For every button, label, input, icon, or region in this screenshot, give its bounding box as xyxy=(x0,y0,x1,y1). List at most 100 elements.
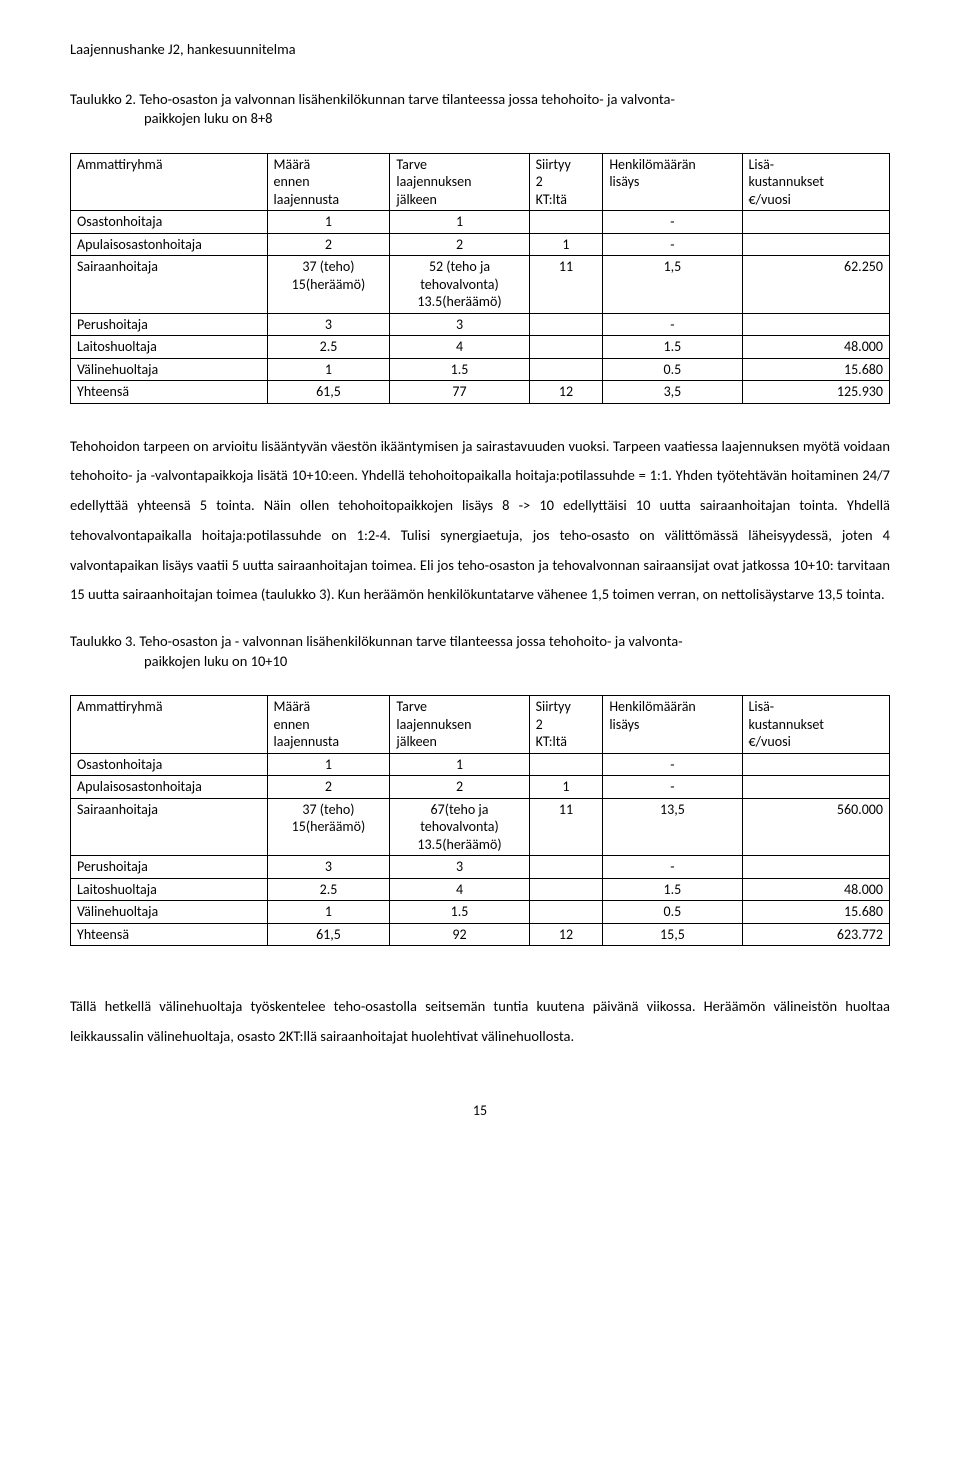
cell: Välinehuoltaja xyxy=(71,358,268,381)
cell: 48.000 xyxy=(742,336,889,359)
cell: 48.000 xyxy=(742,878,889,901)
cell: Laitoshuoltaja xyxy=(71,336,268,359)
cell: 15,5 xyxy=(603,923,742,946)
cell: 1.5 xyxy=(603,878,742,901)
cell: Yhteensä xyxy=(71,923,268,946)
table2-header-row: Ammattiryhmä Määräennenlaajennusta Tarve… xyxy=(71,153,890,211)
table-row: Osastonhoitaja 1 1 - xyxy=(71,211,890,234)
cell: Sairaanhoitaja xyxy=(71,798,268,856)
cell: 1.5 xyxy=(390,901,529,924)
table3-h2: Tarvelaajennuksenjälkeen xyxy=(390,696,529,754)
cell xyxy=(529,901,603,924)
cell xyxy=(742,233,889,256)
table2-caption-line1: Taulukko 2. Teho-osaston ja valvonnan li… xyxy=(70,90,675,108)
table-row: Laitoshuoltaja 2.5 4 1.5 48.000 xyxy=(71,336,890,359)
cell: Perushoitaja xyxy=(71,313,268,336)
table2: Ammattiryhmä Määräennenlaajennusta Tarve… xyxy=(70,153,890,404)
table-row: Laitoshuoltaja 2.5 4 1.5 48.000 xyxy=(71,878,890,901)
cell: 12 xyxy=(529,923,603,946)
body-paragraph-2: Tällä hetkellä välinehuoltaja työskentel… xyxy=(70,992,890,1051)
cell: 560.000 xyxy=(742,798,889,856)
cell: 61,5 xyxy=(267,923,390,946)
table3-caption-line2: paikkojen luku on 10+10 xyxy=(70,652,890,672)
cell: 1,5 xyxy=(603,256,742,314)
body-paragraph-1: Tehohoidon tarpeen on arvioitu lisääntyv… xyxy=(70,432,890,610)
cell xyxy=(742,856,889,879)
cell: Osastonhoitaja xyxy=(71,211,268,234)
cell: Laitoshuoltaja xyxy=(71,878,268,901)
cell: Apulaisosastonhoitaja xyxy=(71,776,268,799)
cell: 1 xyxy=(267,211,390,234)
cell: 37 (teho)15(heräämö) xyxy=(267,798,390,856)
cell xyxy=(529,313,603,336)
cell: 1 xyxy=(529,233,603,256)
table3-header-row: Ammattiryhmä Määräennenlaajennusta Tarve… xyxy=(71,696,890,754)
cell: 3 xyxy=(267,856,390,879)
table2-h5: Lisä-kustannukset€/vuosi xyxy=(742,153,889,211)
cell: 67(teho jatehovalvonta)13.5(heräämö) xyxy=(390,798,529,856)
cell: 61,5 xyxy=(267,381,390,404)
cell: 52 (teho jatehovalvonta)13.5(heräämö) xyxy=(390,256,529,314)
cell: 2 xyxy=(267,233,390,256)
table-row: Apulaisosastonhoitaja 2 2 1 - xyxy=(71,776,890,799)
cell: 1 xyxy=(267,901,390,924)
table2-caption-line2: paikkojen luku on 8+8 xyxy=(70,109,890,129)
cell: 1.5 xyxy=(390,358,529,381)
cell: 2.5 xyxy=(267,336,390,359)
cell: 11 xyxy=(529,256,603,314)
cell: Yhteensä xyxy=(71,381,268,404)
cell: 92 xyxy=(390,923,529,946)
table-row: Välinehuoltaja 1 1.5 0.5 15.680 xyxy=(71,901,890,924)
table3-h3: Siirtyy2KT:ltä xyxy=(529,696,603,754)
cell: Perushoitaja xyxy=(71,856,268,879)
cell: 2 xyxy=(267,776,390,799)
cell: 1 xyxy=(390,211,529,234)
cell: Apulaisosastonhoitaja xyxy=(71,233,268,256)
table2-h2: Tarvelaajennuksenjälkeen xyxy=(390,153,529,211)
table3: Ammattiryhmä Määräennenlaajennusta Tarve… xyxy=(70,695,890,946)
page-header: Laajennushanke J2, hankesuunnitelma xyxy=(70,40,890,60)
cell: - xyxy=(603,776,742,799)
cell: 3 xyxy=(267,313,390,336)
cell: - xyxy=(603,856,742,879)
cell: 4 xyxy=(390,878,529,901)
cell: Osastonhoitaja xyxy=(71,753,268,776)
cell: 12 xyxy=(529,381,603,404)
cell: 13,5 xyxy=(603,798,742,856)
table3-caption: Taulukko 3. Teho-osaston ja - valvonnan … xyxy=(70,632,890,671)
cell xyxy=(529,753,603,776)
cell: - xyxy=(603,753,742,776)
cell: 0.5 xyxy=(603,358,742,381)
table2-caption: Taulukko 2. Teho-osaston ja valvonnan li… xyxy=(70,90,890,129)
table-row: Osastonhoitaja 1 1 - xyxy=(71,753,890,776)
cell: 37 (teho)15(heräämö) xyxy=(267,256,390,314)
cell: 3,5 xyxy=(603,381,742,404)
table2-h0: Ammattiryhmä xyxy=(71,153,268,211)
table3-caption-line1: Taulukko 3. Teho-osaston ja - valvonnan … xyxy=(70,632,683,650)
cell xyxy=(742,211,889,234)
cell: 1 xyxy=(390,753,529,776)
cell: Välinehuoltaja xyxy=(71,901,268,924)
cell xyxy=(742,776,889,799)
cell: 2 xyxy=(390,233,529,256)
table3-h4: Henkilömääränlisäys xyxy=(603,696,742,754)
table-row: Yhteensä 61,5 77 12 3,5 125.930 xyxy=(71,381,890,404)
cell: - xyxy=(603,211,742,234)
cell: 11 xyxy=(529,798,603,856)
table2-h4: Henkilömääränlisäys xyxy=(603,153,742,211)
cell: 1 xyxy=(267,358,390,381)
cell: - xyxy=(603,313,742,336)
cell xyxy=(529,856,603,879)
cell: 125.930 xyxy=(742,381,889,404)
table-row: Perushoitaja 3 3 - xyxy=(71,856,890,879)
table-row: Sairaanhoitaja 37 (teho)15(heräämö) 52 (… xyxy=(71,256,890,314)
table-row: Apulaisosastonhoitaja 2 2 1 - xyxy=(71,233,890,256)
cell: 15.680 xyxy=(742,901,889,924)
table3-h5: Lisä-kustannukset€/vuosi xyxy=(742,696,889,754)
table3-h0: Ammattiryhmä xyxy=(71,696,268,754)
cell: 1.5 xyxy=(603,336,742,359)
table-row: Välinehuoltaja 1 1.5 0.5 15.680 xyxy=(71,358,890,381)
cell xyxy=(529,358,603,381)
cell: 0.5 xyxy=(603,901,742,924)
cell xyxy=(529,878,603,901)
